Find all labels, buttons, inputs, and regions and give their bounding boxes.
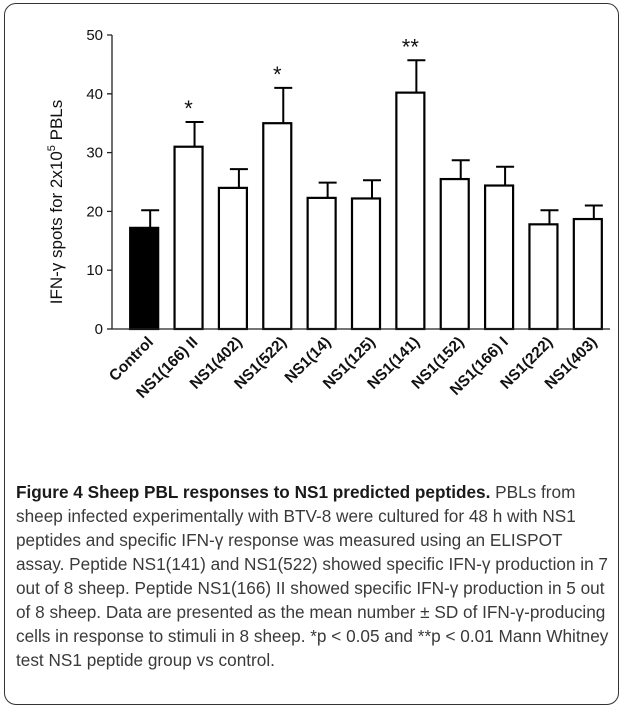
y-axis-title: IFN-γ spots for 2x105 PBLs [46,100,66,305]
caption-title: Figure 4 Sheep PBL responses to NS1 pred… [16,482,491,502]
y-axis: 0 10 20 30 40 50 [86,27,113,338]
bar [483,184,515,331]
significance-marker: * [184,96,193,121]
y-tick-label: 50 [86,27,103,44]
y-tick-label: 0 [95,321,103,338]
bar [350,197,382,331]
bar [439,177,470,331]
bar [217,186,249,331]
bar [262,122,293,331]
bar [129,226,160,331]
y-tick-label: 40 [86,86,103,103]
significance-marker: * [273,62,282,87]
figure-caption: Figure 4 Sheep PBL responses to NS1 pred… [16,480,610,672]
y-tick-label: 20 [86,203,103,220]
significance-marker: ** [402,34,420,59]
y-tick-label: 30 [86,145,103,162]
bar [395,91,426,331]
bar [173,145,204,331]
bar [306,196,337,331]
bars: **** [129,34,603,331]
figure-panel: 0 10 20 30 40 50 * * ** Control NS1(166) II NS1(4… [4,3,619,705]
caption-body: PBLs from sheep infected experimentally … [16,482,609,670]
y-tick-label: 10 [86,262,103,279]
bar [572,217,603,331]
bar [528,223,559,331]
